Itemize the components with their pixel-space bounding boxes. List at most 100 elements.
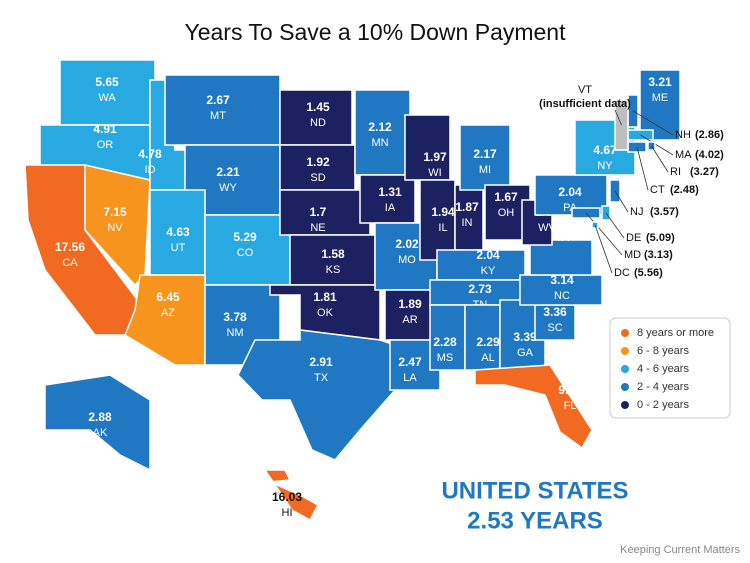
state-abbr: IL: [438, 222, 447, 234]
state-abbr: WV: [538, 222, 556, 234]
state-value: 3.36: [543, 305, 567, 319]
state-value: 6.45: [156, 290, 180, 304]
state-shape: [237, 329, 396, 461]
state-abbr: ND: [310, 117, 326, 129]
state-abbr: CT: [650, 184, 665, 196]
state-shape: [639, 69, 681, 141]
state-abbr: MN: [371, 137, 388, 149]
state-abbr: SD: [310, 172, 325, 184]
state-abbr: WI: [428, 167, 441, 179]
legend-swatch: [621, 329, 629, 337]
state-value: 4.67: [593, 143, 617, 157]
states: 5.65 WA 4.91 OR 17.56 CA 7.15 NV 4.78 ID 2.67 MT 2.2…: [24, 59, 724, 522]
legend-swatch: [621, 365, 629, 373]
state-value: (5.09): [646, 232, 675, 244]
national-label: UNITED STATES: [441, 477, 628, 504]
state-value: (2.48): [670, 184, 699, 196]
state-value: 1.89: [398, 297, 422, 311]
state-value: 5.65: [95, 75, 119, 89]
state-value: 2.91: [309, 355, 333, 369]
state-shape: [44, 374, 151, 472]
leader-line: [594, 224, 613, 274]
state-value: 1.45: [306, 100, 330, 114]
state-shape: [474, 364, 593, 450]
state-value: (3.13): [644, 249, 673, 261]
state-value: 3.14: [550, 273, 574, 287]
state-value: 1.87: [455, 200, 479, 214]
state-value: 2.02: [395, 237, 419, 251]
legend-swatch: [621, 401, 629, 409]
leader-line: [614, 109, 622, 126]
state-abbr: AZ: [161, 307, 175, 319]
state-shape: [389, 339, 441, 391]
state-value: 16.03: [272, 490, 302, 504]
state-value: 2.04: [476, 248, 500, 262]
state-abbr: DC: [614, 267, 630, 279]
legend-label: 8 years or more: [637, 327, 714, 339]
state-value: 2.47: [398, 355, 422, 369]
state-abbr: SC: [547, 322, 562, 334]
state-abbr: KY: [481, 265, 496, 277]
state-abbr: CO: [237, 247, 254, 259]
state-abbr: HI: [282, 507, 293, 519]
state-value: (4.02): [695, 149, 724, 161]
state-value: (2.86): [695, 129, 724, 141]
state-value: (5.56): [634, 267, 663, 279]
state-abbr: TX: [314, 372, 329, 384]
state-abbr: KS: [326, 264, 341, 276]
state-value: 2.67: [206, 93, 230, 107]
state-abbr: OR: [97, 139, 114, 151]
state-abbr: AL: [481, 352, 494, 364]
leader-line: [605, 212, 625, 239]
leader-line: [651, 145, 669, 173]
state-value: 2.73: [468, 282, 492, 296]
state-abbr: MO: [398, 254, 416, 266]
state-value: 3.39: [513, 330, 537, 344]
state-value: 2.88: [88, 410, 112, 424]
leader-line: [636, 146, 649, 191]
state-abbr: OH: [498, 207, 515, 219]
state-abbr: MI: [479, 164, 491, 176]
state-value: 1.31: [378, 185, 402, 199]
legend-label: 4 - 6 years: [637, 363, 689, 375]
state-abbr: VT: [578, 84, 592, 96]
state-abbr: MD: [624, 249, 641, 261]
leader-line: [640, 134, 674, 156]
leader-line: [614, 190, 629, 213]
state-value: 1.7: [310, 205, 327, 219]
state-abbr: NV: [107, 222, 123, 234]
state-value: 1.67: [494, 190, 518, 204]
state-value: 4.91: [93, 122, 117, 136]
legend-swatch: [621, 347, 629, 355]
legend-label: 6 - 8 years: [637, 345, 689, 357]
state-abbr: NE: [310, 222, 325, 234]
state-value: 2.04: [558, 185, 582, 199]
state-value: 4.63: [166, 225, 190, 239]
state-abbr: WA: [98, 92, 116, 104]
leader-line: [585, 212, 623, 256]
state-abbr: RI: [670, 166, 681, 178]
state-abbr: FL: [564, 400, 577, 412]
state-value: 4.78: [138, 147, 162, 161]
state-value: 1.94: [431, 205, 455, 219]
state-value: 2.12: [368, 120, 392, 134]
state-shape: [529, 239, 593, 276]
state-abbr: AR: [402, 314, 417, 326]
legend-label: 2 - 4 years: [637, 381, 689, 393]
state-value: 2.28: [433, 335, 457, 349]
source: Keeping Current Matters: [620, 544, 740, 556]
state-abbr: VA: [555, 232, 570, 244]
state-value: 5.29: [233, 230, 257, 244]
leader-line: [632, 110, 674, 136]
state-value: 3.16: [550, 215, 574, 229]
national-value: 2.53 YEARS: [467, 507, 603, 534]
state-abbr: GA: [517, 347, 534, 359]
state-shape: [124, 274, 206, 366]
state-abbr: CA: [62, 257, 78, 269]
state-abbr: MS: [437, 352, 454, 364]
state-abbr: NM: [226, 327, 243, 339]
state-note: (insufficient data): [539, 98, 631, 110]
state-value: 2.29: [476, 335, 500, 349]
state-value: 2.21: [216, 165, 240, 179]
